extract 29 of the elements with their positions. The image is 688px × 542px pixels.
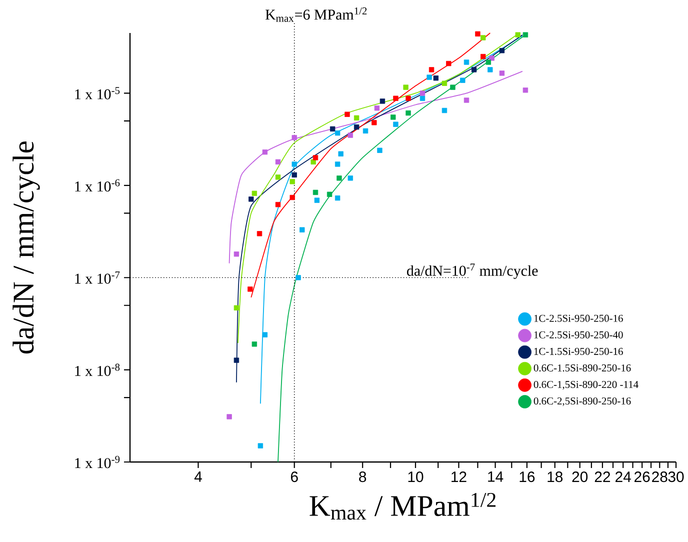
legend-label: 1C-2.5Si-950-250-16 [534,314,623,322]
y-tick-label: 1 x 10$^{-7}$ [75,272,120,284]
legend-label: 1C-2.5Si-950-250-40 [534,331,623,338]
y-tick-label: 1 x 10$^{-8}$ [75,364,120,376]
y-tick-label: 1 x 10$^{-5}$ [75,87,120,100]
x-tick-label: 24 [616,472,631,482]
x-tick-label: 16 [520,472,535,482]
legend-label: 1C-1.5Si-950-250-16 [534,348,623,355]
y-axis-title: da/dN / mm/cycle [12,141,40,354]
x-tick-label: 6 [290,472,298,482]
x-tick-label: 14 [488,472,504,482]
x-tick-label: 22 [594,472,610,482]
ref-line-label: K$_{max}$=6 MPam$^{1/2}$ [265,7,367,22]
x-axis-title: K$_{max}$ / MPam$^{1/2}$ [310,492,496,520]
x-tick-label: 12 [452,472,466,482]
annotation: da/dN=10$^{-7}$ mm/cycle [407,264,538,279]
x-tick-label: 18 [548,472,563,482]
x-tick-label: 30 [668,472,684,482]
x-tick-label: 4 [194,472,202,482]
y-tick-label: 1 x 10$^{-9}$ [75,456,120,468]
x-tick-label: 8 [359,472,366,482]
legend-label: 0.6C-1.5Si-890-250-16 [534,364,631,372]
x-tick-label: 26 [634,472,650,482]
x-tick-label: 10 [408,472,424,482]
legend-label: 0.6C-2,5Si-890-250-16 [534,397,631,406]
x-tick-label: 28 [652,472,668,482]
legend-label: 0.6C-1,5Si-890-220 -114 [534,380,638,390]
y-tick-label: 1 x 10$^{-6}$ [75,179,120,192]
x-tick-label: 20 [572,472,588,482]
